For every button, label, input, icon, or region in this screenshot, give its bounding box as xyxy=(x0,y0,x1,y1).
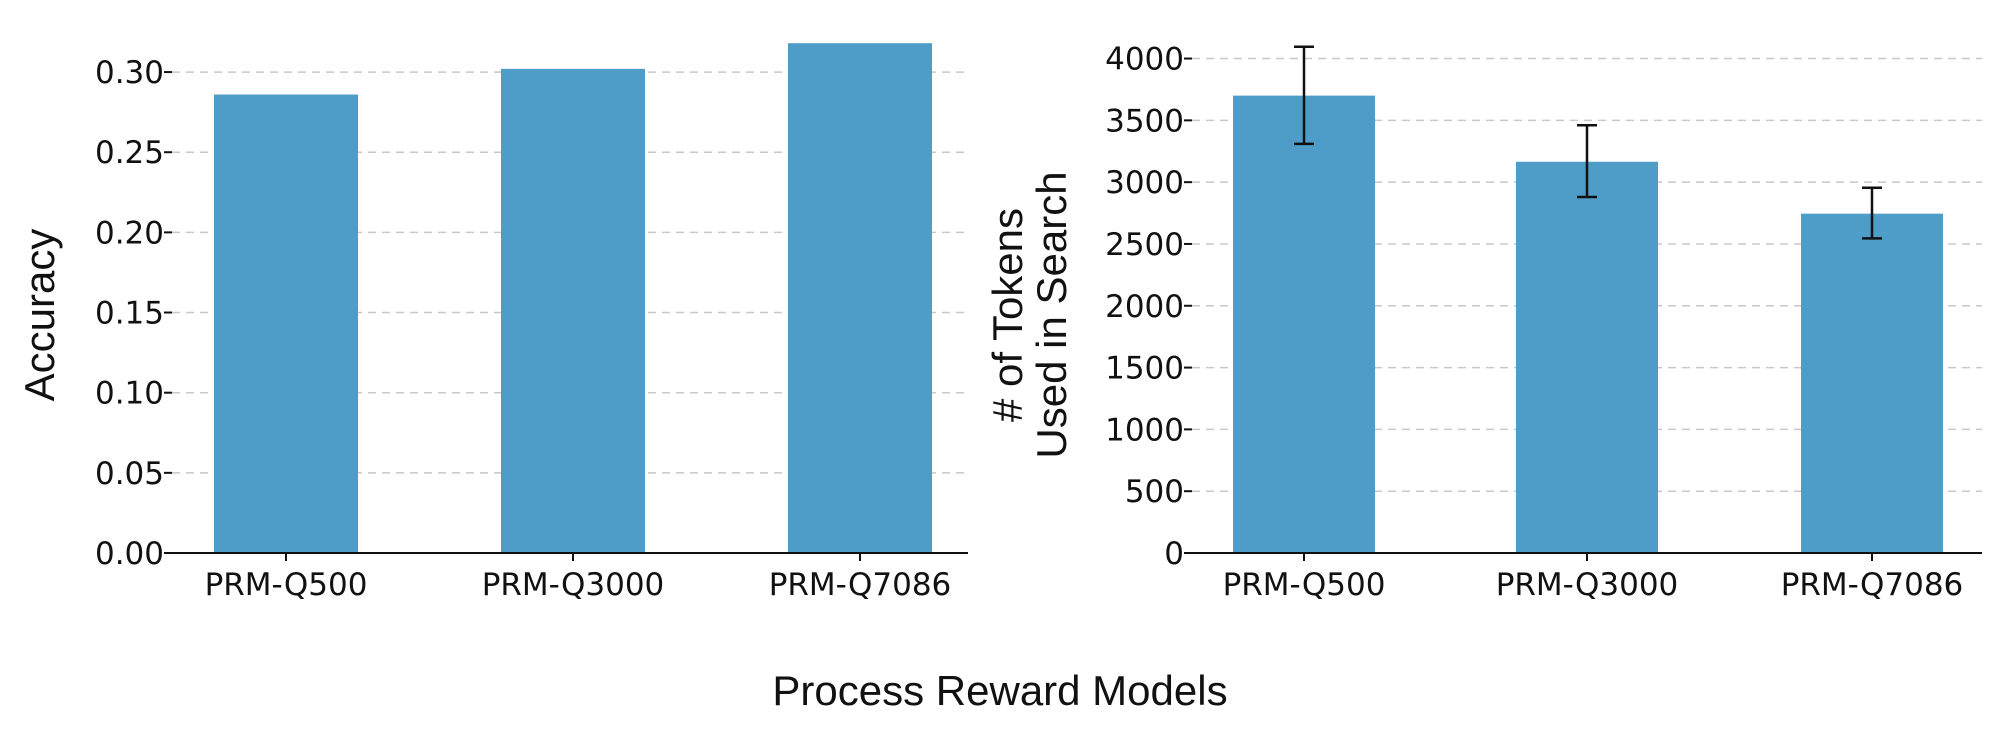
shared-x-axis-label: Process Reward Models xyxy=(772,667,1227,714)
y-tick-label: 500 xyxy=(1125,474,1184,510)
accuracy-chart: 0.00 0.05 0.10 0.15 0.20 0.25 0.30 PRM-Q500 PRM-… xyxy=(16,43,968,603)
y-tick-label: 0.30 xyxy=(95,55,164,91)
y-tick-label: 1500 xyxy=(1105,351,1184,387)
x-tick-label: PRM-Q7086 xyxy=(769,567,952,603)
tokens-chart: 0 500 1000 1500 2000 2500 3000 3500 4000 PRM-Q500… xyxy=(984,42,1982,603)
bar-prm-q3000 xyxy=(1516,161,1658,553)
y-tick-label: 0.15 xyxy=(95,296,164,332)
y-tick-label: 2000 xyxy=(1105,289,1184,325)
x-tick-label: PRM-Q3000 xyxy=(1496,567,1679,603)
y-axis-label-line: # of Tokens xyxy=(984,208,1031,422)
x-tick-label: PRM-Q500 xyxy=(1223,567,1386,603)
bar-prm-q7086 xyxy=(788,43,932,554)
y-tick-label: 2500 xyxy=(1105,227,1184,263)
y-tick-label: 0 xyxy=(1164,536,1184,572)
y-tick-label: 3500 xyxy=(1105,103,1184,139)
y-tick-label: 0.20 xyxy=(95,215,164,251)
y-tick-label: 0.10 xyxy=(95,376,164,412)
bar-prm-q3000 xyxy=(501,68,645,553)
y-tick-label: 3000 xyxy=(1105,165,1184,201)
y-tick-label: 0.00 xyxy=(95,536,164,572)
x-tick-label: PRM-Q500 xyxy=(205,567,368,603)
bar-prm-q7086 xyxy=(1801,213,1943,553)
y-tick-label: 4000 xyxy=(1105,42,1184,78)
y-tick-label: 1000 xyxy=(1105,412,1184,448)
y-axis-label: Accuracy xyxy=(16,229,63,402)
y-tick-label: 0.05 xyxy=(95,456,164,492)
bar-prm-q500 xyxy=(1233,95,1375,554)
x-tick-label: PRM-Q7086 xyxy=(1781,567,1964,603)
y-tick-label: 0.25 xyxy=(95,135,164,171)
bar-prm-q500 xyxy=(214,94,358,553)
x-tick-label: PRM-Q3000 xyxy=(482,567,665,603)
y-axis-label-line: Accuracy xyxy=(16,229,63,402)
y-axis-label-line: Used in Search xyxy=(1028,171,1075,458)
y-axis-label: # of TokensUsed in Search xyxy=(984,171,1075,458)
